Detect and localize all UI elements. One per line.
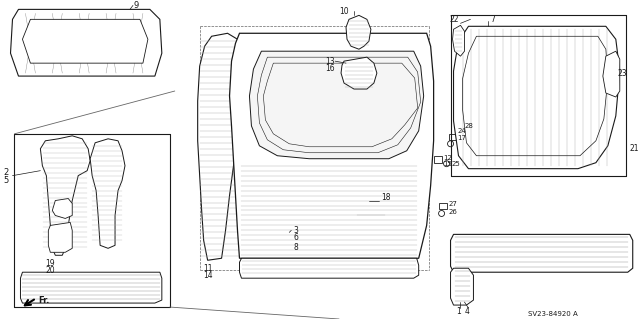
- Text: 7: 7: [490, 15, 495, 24]
- Text: 16: 16: [325, 63, 335, 73]
- Circle shape: [289, 244, 293, 248]
- Polygon shape: [90, 139, 125, 248]
- Polygon shape: [250, 51, 424, 159]
- Circle shape: [243, 159, 248, 163]
- Text: 19: 19: [45, 259, 55, 268]
- Text: Fr.: Fr.: [38, 296, 50, 305]
- Polygon shape: [451, 268, 474, 305]
- Polygon shape: [49, 222, 72, 252]
- Text: 17: 17: [458, 135, 467, 141]
- Circle shape: [63, 187, 67, 190]
- Circle shape: [286, 251, 292, 257]
- Text: 24: 24: [458, 128, 467, 134]
- Text: 5: 5: [4, 176, 9, 185]
- Polygon shape: [198, 33, 243, 260]
- Text: 3: 3: [293, 226, 298, 235]
- Text: 1: 1: [456, 307, 461, 315]
- Bar: [438, 203, 447, 210]
- Text: SV23-84920 A: SV23-84920 A: [528, 311, 578, 317]
- Text: 2: 2: [4, 168, 9, 177]
- Text: 13: 13: [325, 57, 335, 66]
- Circle shape: [63, 242, 67, 246]
- Circle shape: [447, 141, 454, 147]
- Polygon shape: [341, 57, 377, 89]
- Bar: [357, 196, 385, 215]
- Text: 11: 11: [204, 264, 213, 273]
- Text: 12: 12: [444, 155, 452, 161]
- Polygon shape: [603, 51, 620, 97]
- Circle shape: [287, 236, 292, 241]
- Polygon shape: [40, 136, 90, 255]
- Circle shape: [444, 161, 449, 167]
- Circle shape: [63, 159, 67, 163]
- Bar: [399, 83, 419, 99]
- Text: 9: 9: [134, 1, 140, 10]
- Text: 10: 10: [339, 7, 349, 16]
- Circle shape: [63, 214, 67, 219]
- Polygon shape: [20, 272, 162, 303]
- Polygon shape: [346, 15, 371, 49]
- Polygon shape: [239, 258, 419, 278]
- Text: 18: 18: [381, 193, 390, 202]
- Text: 23: 23: [618, 69, 627, 78]
- Circle shape: [243, 129, 248, 133]
- Circle shape: [63, 228, 67, 232]
- Polygon shape: [451, 234, 633, 272]
- Polygon shape: [52, 198, 72, 219]
- Text: 27: 27: [449, 201, 458, 206]
- Text: 28: 28: [465, 123, 474, 129]
- Text: 15: 15: [444, 161, 452, 167]
- Polygon shape: [452, 25, 465, 56]
- Text: 4: 4: [465, 307, 469, 315]
- Text: 8: 8: [293, 243, 298, 252]
- Polygon shape: [230, 33, 434, 258]
- Circle shape: [63, 201, 67, 204]
- Text: 22: 22: [450, 15, 460, 24]
- Polygon shape: [10, 9, 162, 76]
- Circle shape: [63, 173, 67, 177]
- Text: 6: 6: [293, 233, 298, 242]
- Polygon shape: [454, 26, 620, 169]
- Text: 26: 26: [449, 210, 458, 215]
- Circle shape: [243, 144, 248, 148]
- Polygon shape: [22, 19, 148, 63]
- Text: 25: 25: [452, 161, 460, 167]
- Text: 21: 21: [630, 144, 639, 153]
- Text: 20: 20: [45, 266, 55, 275]
- Circle shape: [438, 211, 445, 217]
- Text: 14: 14: [204, 271, 213, 280]
- Bar: [434, 156, 442, 163]
- Bar: [449, 134, 456, 140]
